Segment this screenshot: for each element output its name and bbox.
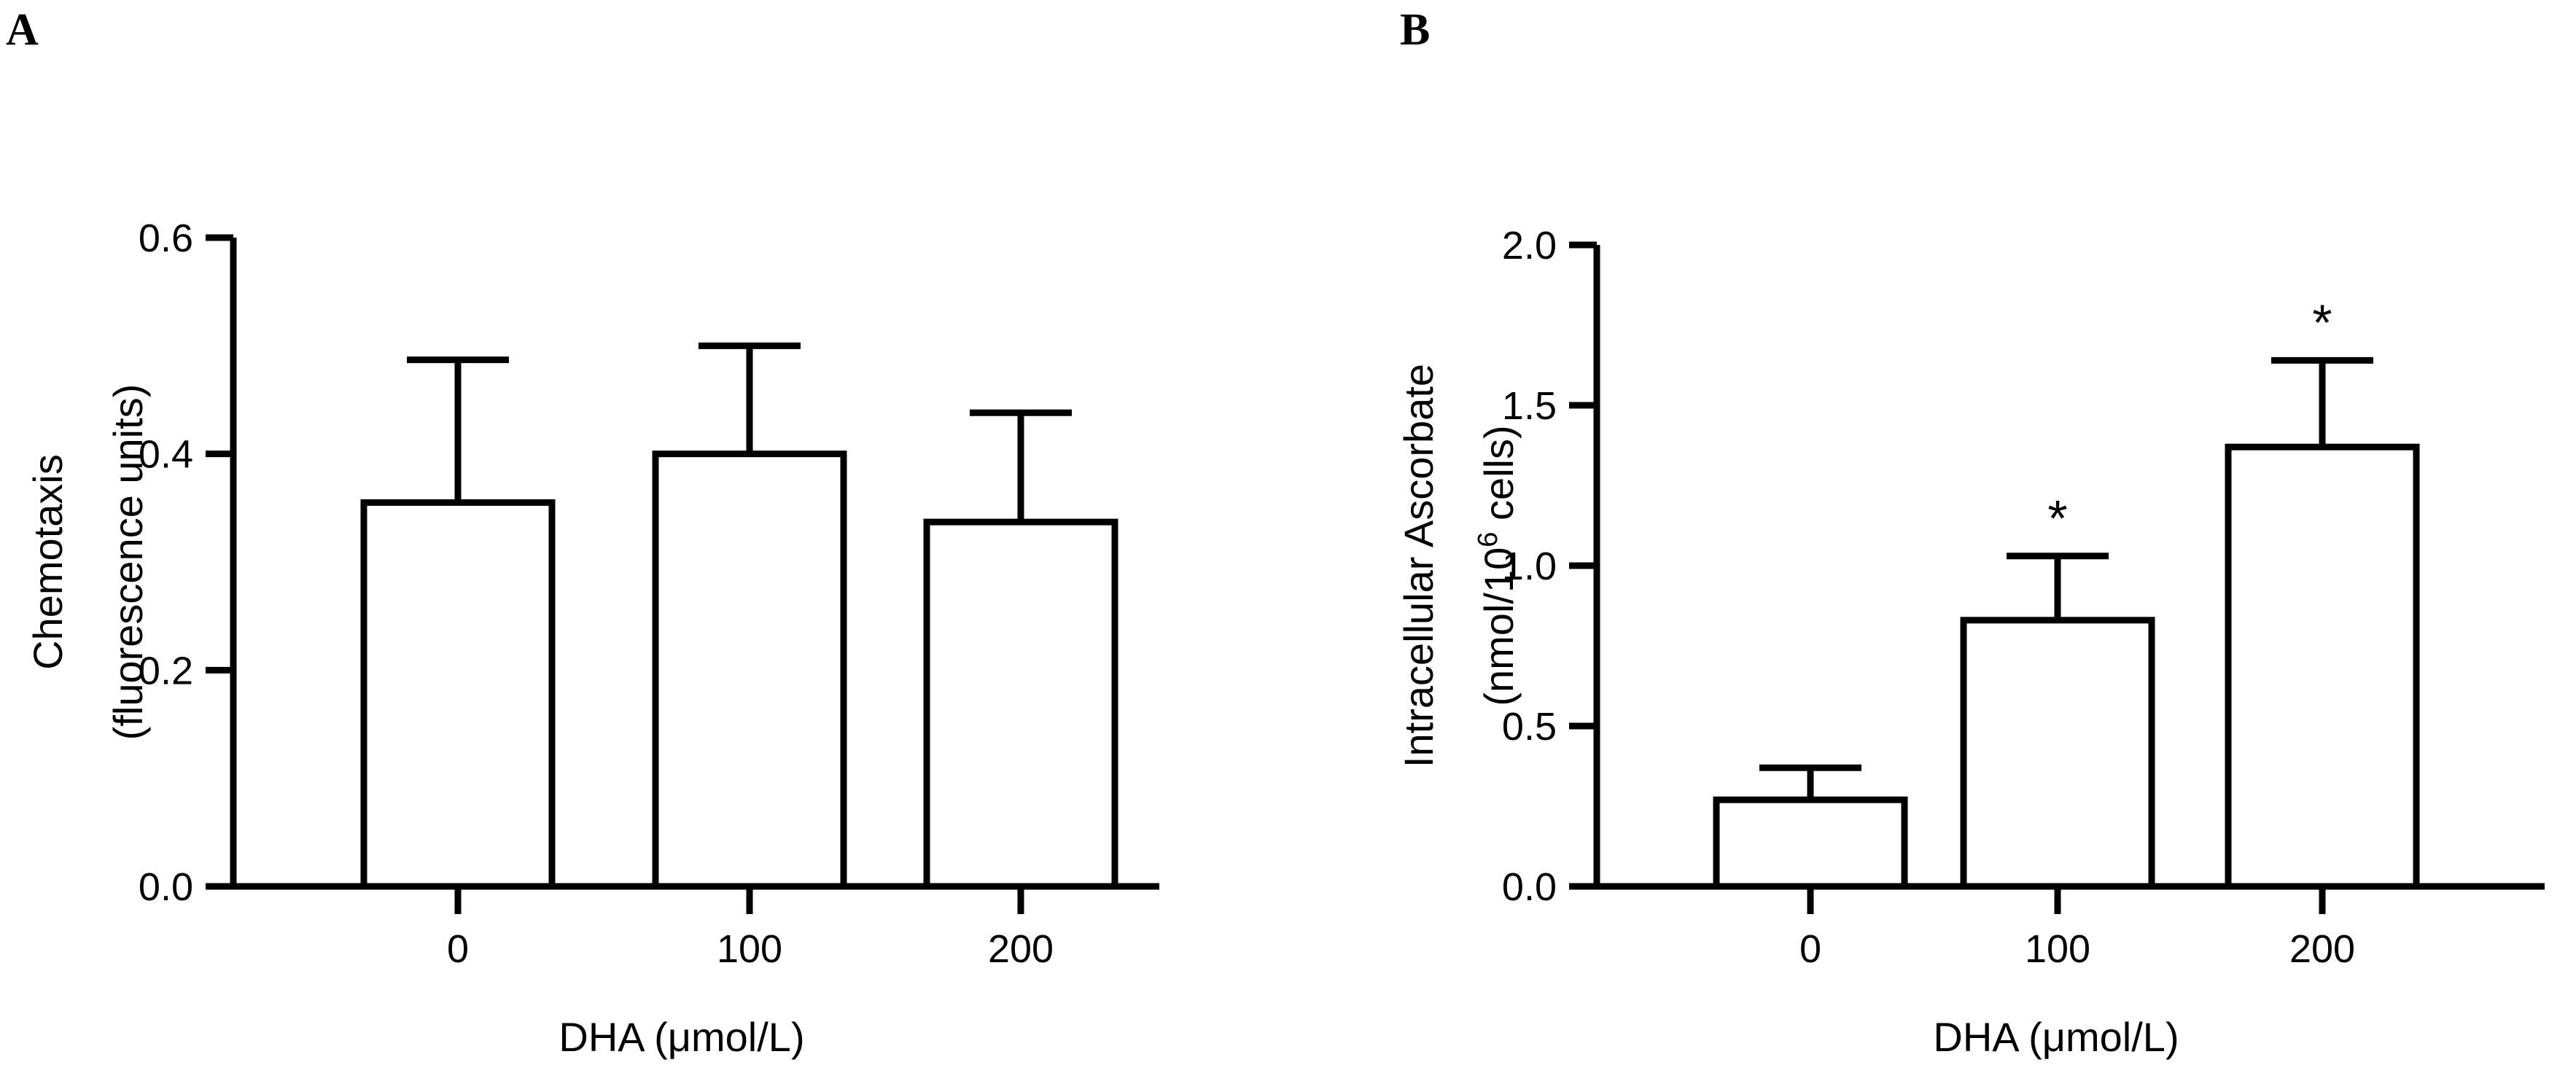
- y-tick-label: 1.5: [1502, 384, 1557, 428]
- bar: [923, 518, 1118, 890]
- y-axis-label: Chemotaxis (fluorescence units): [25, 384, 151, 741]
- chart-panel-b: 0.0 0.5 1.0 1.5 2.0 0 100 * 200 * Intracellular As…: [1396, 224, 2545, 1060]
- y-tick-label: 1.0: [1502, 545, 1557, 588]
- bar: [1713, 796, 1908, 890]
- x-tick-label: 200: [2289, 927, 2355, 971]
- y-tick-label: 2.0: [1502, 224, 1557, 268]
- y-tick-label: 0.2: [139, 649, 193, 692]
- y-tick-label: 0.5: [1502, 705, 1557, 749]
- x-tick-label: 200: [988, 927, 1054, 971]
- chart-panel-a: 0.0 0.2 0.4 0.6 0 100 200 Chemotaxis (fluorescen…: [25, 216, 1159, 1060]
- panel-letter-a: A: [6, 5, 39, 55]
- y-tick-label: 0.0: [139, 865, 193, 909]
- panel-letter-b: B: [1400, 5, 1431, 55]
- x-tick-label: 0: [1799, 927, 1821, 971]
- x-tick-label: 100: [717, 927, 782, 971]
- bar: [652, 450, 847, 890]
- y-tick-label: 0.6: [139, 216, 193, 260]
- y-axis-label: Intracellular Ascorbate (nmol/106 cells): [1396, 364, 1522, 768]
- significance-marker: *: [2312, 294, 2332, 351]
- y-axis-label-line1: Intracellular Ascorbate: [1396, 364, 1441, 768]
- y-axis-label-line2-end: cells): [1476, 425, 1522, 531]
- x-axis-label: DHA (μmol/L): [1933, 1014, 2179, 1060]
- bar: [1960, 617, 2155, 890]
- y-tick-label: 0.4: [139, 433, 193, 477]
- x-tick-label: 0: [447, 927, 469, 971]
- y-axis-label-superscript: 6: [1473, 532, 1503, 547]
- significance-marker: *: [2047, 490, 2067, 547]
- y-axis-label-line1: Chemotaxis: [25, 454, 71, 670]
- y-axis-label-line2: (nmol/10: [1476, 547, 1522, 706]
- bar: [2225, 443, 2420, 890]
- x-tick-label: 100: [2025, 927, 2090, 971]
- y-tick-label: 0.0: [1502, 865, 1557, 909]
- x-axis-label: DHA (μmol/L): [559, 1014, 804, 1060]
- y-axis-label-line2: (fluorescence units): [105, 384, 151, 741]
- bar: [360, 499, 556, 890]
